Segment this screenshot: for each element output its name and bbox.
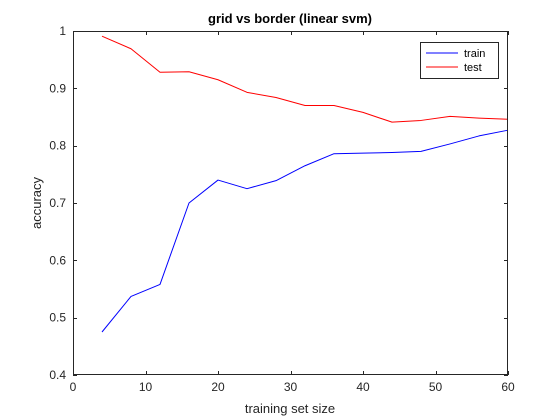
- y-tick-label: 0.6: [49, 253, 66, 267]
- legend-box: [420, 42, 499, 79]
- y-tick-label: 0.8: [49, 139, 66, 153]
- x-tick-label: 50: [429, 380, 443, 394]
- y-tick-label: 0.4: [49, 368, 66, 382]
- x-tick-label: 30: [284, 380, 298, 394]
- legend: train test: [420, 42, 499, 79]
- y-tick-label: 0.9: [49, 81, 66, 95]
- x-tick-label: 40: [356, 380, 370, 394]
- series-line-test: [101, 35, 509, 123]
- legend-label-test: test: [464, 62, 482, 74]
- x-tick-label: 10: [139, 380, 153, 394]
- series-line-train: [101, 129, 509, 333]
- axes-layer: 0 10 20 30 40 50 60 0.4 0.5 0.6 0.7 0.8 0.9 1: [49, 24, 515, 394]
- chart-title: grid vs border (linear svm): [208, 11, 372, 26]
- legend-label-train: train: [464, 48, 485, 60]
- plot-area: [73, 31, 508, 375]
- y-axis-label: accuracy: [29, 176, 44, 229]
- x-tick-label: 60: [501, 380, 515, 394]
- y-tick-label: 1: [59, 24, 66, 38]
- x-tick-label: 20: [211, 380, 225, 394]
- y-tick-label: 0.5: [49, 311, 66, 325]
- series-layer: [101, 35, 509, 333]
- x-tick-label: 0: [70, 380, 77, 394]
- y-tick-label: 0.7: [49, 196, 66, 210]
- x-axis-label: training set size: [245, 401, 335, 416]
